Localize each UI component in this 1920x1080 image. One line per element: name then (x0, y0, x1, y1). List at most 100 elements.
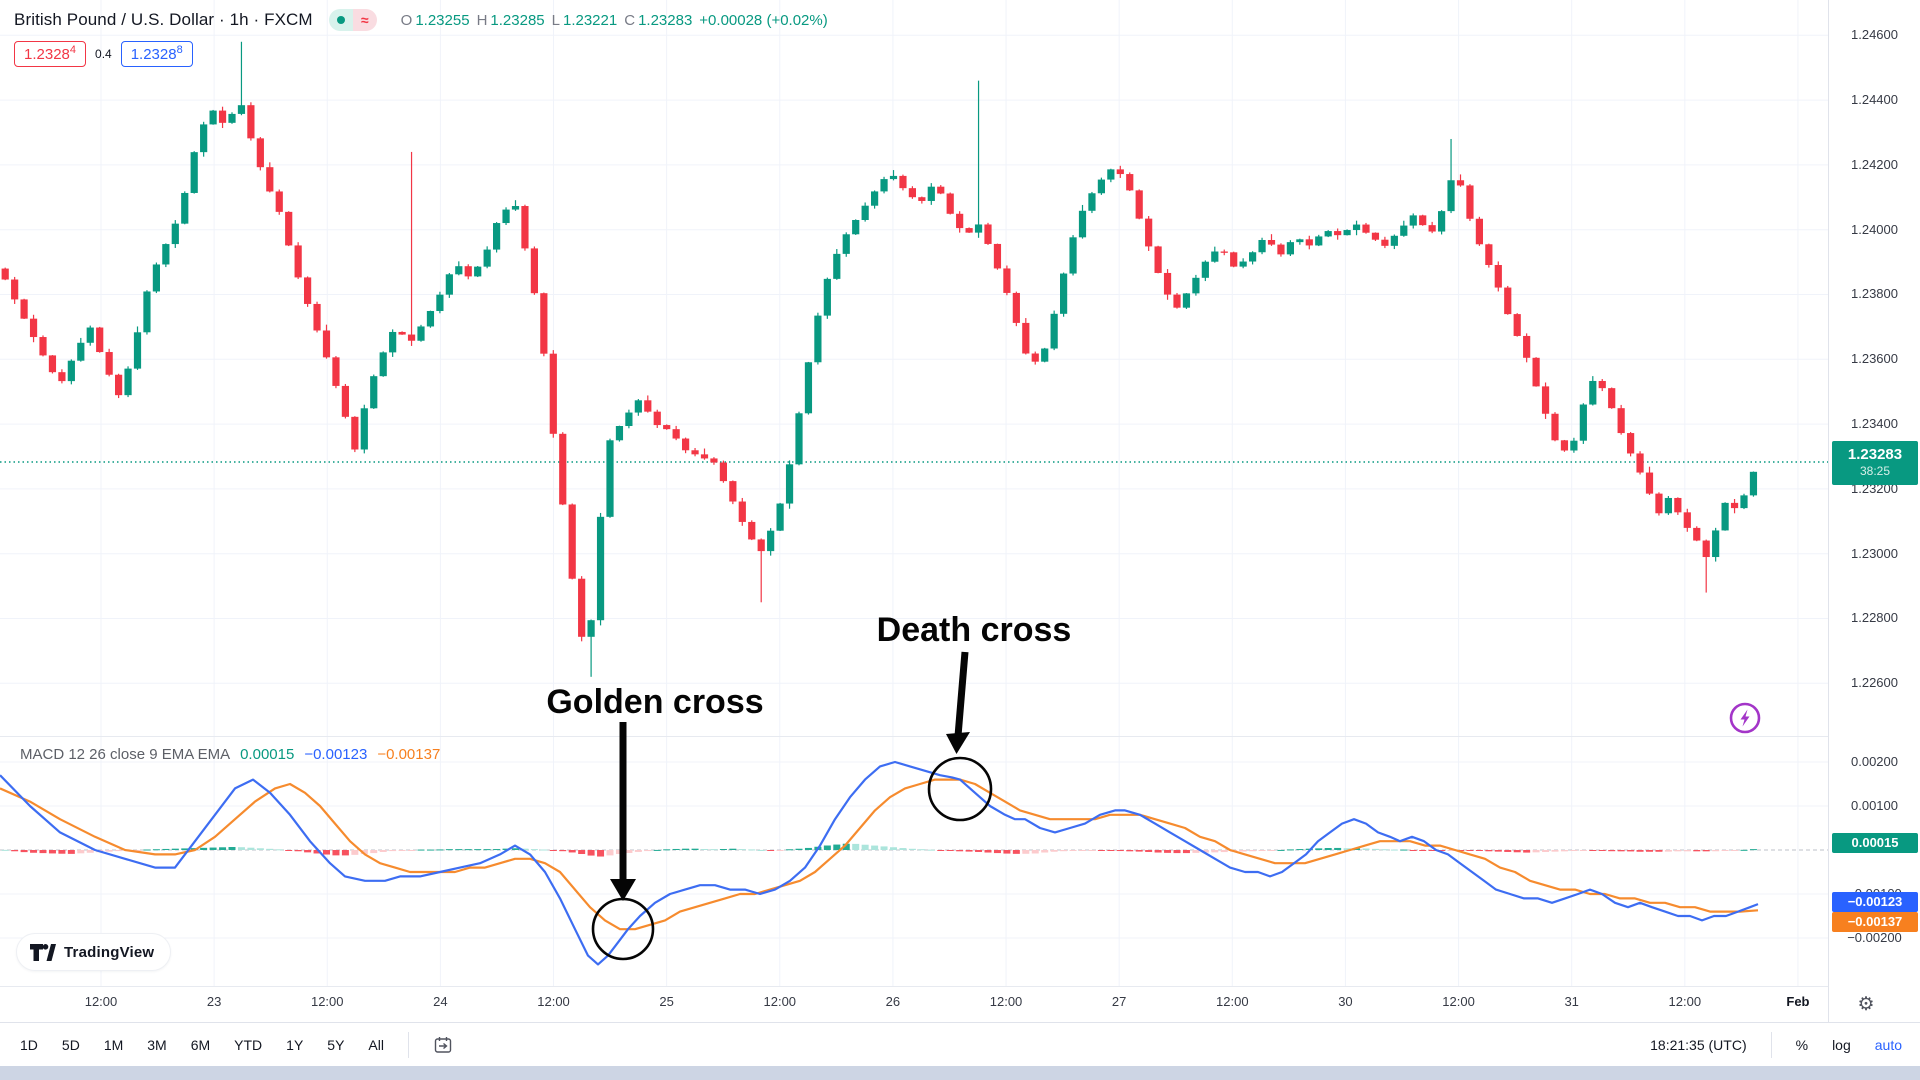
clock-readout[interactable]: 18:21:35 (UTC) (1650, 1036, 1747, 1053)
buy-button[interactable]: 1.23288 (120, 41, 193, 67)
range-button-6m[interactable]: 6M (190, 1036, 211, 1053)
candle (559, 433, 567, 505)
macd-histogram-bar (417, 849, 425, 851)
candle (1, 268, 9, 280)
candle (360, 408, 368, 450)
candle (266, 167, 274, 192)
tradingview-logo[interactable]: TradingView (16, 933, 172, 971)
time-axis[interactable]: 12:00 23 12:00 24 12:00 25 12:00 26 12:00 27 12:00… (0, 986, 1828, 1022)
range-button-1d[interactable]: 1D (20, 1036, 38, 1053)
range-button-ytd[interactable]: YTD (234, 1036, 263, 1053)
candle (1400, 225, 1408, 236)
candle-wick (1450, 138, 1452, 214)
market-status-pill[interactable]: ≈ (328, 9, 377, 31)
candle (143, 291, 151, 333)
candle (937, 186, 945, 194)
macd-histogram-bar (228, 847, 236, 850)
macd-histogram-bar (965, 850, 973, 852)
candle (578, 578, 586, 637)
macd-histogram-bar (1551, 850, 1559, 852)
macd-histogram-bar (39, 850, 47, 854)
log-scale-button[interactable]: log (1832, 1036, 1851, 1053)
macd-histogram-bar (1334, 847, 1342, 850)
lightning-icon[interactable] (1727, 700, 1763, 736)
candle (1050, 313, 1058, 349)
auto-scale-button[interactable]: auto (1874, 1036, 1902, 1053)
candle (596, 516, 605, 621)
candle (1466, 185, 1474, 219)
price-axis-label: 1.24600 (1851, 27, 1898, 43)
candle (133, 332, 142, 369)
macd-signal-line (0, 778, 1759, 931)
time-axis-label: 27 (1111, 994, 1127, 1009)
macd-histogram-bar (341, 850, 349, 856)
bar-countdown: 38:25 (1859, 464, 1891, 478)
macd-histogram-bar (1608, 850, 1616, 852)
price-axis-label: 1.23000 (1851, 545, 1898, 561)
candle (1286, 242, 1294, 255)
horizontal-scrollbar[interactable] (0, 1066, 1920, 1080)
go-to-date-icon[interactable] (433, 1035, 453, 1055)
macd-histogram-bar (587, 850, 595, 856)
range-button-5d[interactable]: 5D (61, 1036, 80, 1053)
sell-button[interactable]: 1.23284 (14, 41, 87, 67)
candle (1674, 497, 1682, 513)
macd-histogram-bar (171, 848, 179, 850)
range-button-5y[interactable]: 5Y (327, 1036, 345, 1053)
candle (502, 209, 510, 224)
macd-histogram-bar (1031, 850, 1039, 854)
range-button-1m[interactable]: 1M (103, 1036, 124, 1053)
range-button-3m[interactable]: 3M (147, 1036, 167, 1053)
tradingview-logo-text: TradingView (64, 943, 155, 961)
price-axis[interactable]: 1.24600 1.24400 1.24200 1.24000 1.23800 1.236… (1828, 0, 1920, 1022)
macd-histogram-bar (1107, 850, 1115, 851)
candle (1560, 440, 1569, 451)
candle (889, 175, 898, 180)
candle (162, 244, 170, 265)
macd-indicator-panel[interactable] (0, 736, 1828, 986)
macd-histogram-bar (1740, 849, 1748, 851)
candle (1541, 386, 1550, 414)
candle (1504, 287, 1512, 315)
macd-line (0, 760, 1759, 966)
macd-histogram-bar (1589, 850, 1597, 851)
gear-icon[interactable]: ⚙ (1857, 994, 1875, 1015)
macd-histogram-bar (1022, 850, 1030, 854)
macd-histogram-bar (1315, 848, 1323, 850)
macd-histogram-bar (266, 848, 274, 850)
macd-title: MACD 12 26 close 9 EMA EMA (20, 746, 231, 763)
macd-histogram-bar (48, 850, 56, 854)
candle-wick (590, 619, 592, 677)
candle (209, 110, 217, 125)
price-chart-panel[interactable] (0, 0, 1828, 736)
macd-legend[interactable]: MACD 12 26 close 9 EMA EMA 0.00015 −0.00… (20, 746, 440, 763)
candle (256, 138, 264, 168)
macd-histogram-bar (1428, 850, 1436, 851)
macd-histogram-bar (540, 849, 548, 851)
toolbar-right: 18:21:35 (UTC) % log auto (1650, 1023, 1902, 1066)
candle (549, 353, 557, 434)
bid-ask-row: 1.23284 0.4 1.23288 (14, 41, 828, 67)
candle (606, 440, 614, 517)
panel-separator[interactable] (0, 736, 1828, 737)
range-button-all[interactable]: All (368, 1036, 384, 1053)
candle (1740, 495, 1748, 509)
symbol-title[interactable]: British Pound / U.S. Dollar · 1h · FXCM (14, 10, 313, 29)
candle (719, 462, 727, 482)
candle (1627, 433, 1635, 454)
macd-histogram-bar (748, 849, 756, 851)
macd-histogram-bar (823, 845, 831, 850)
candle (1636, 453, 1644, 473)
percent-scale-button[interactable]: % (1795, 1036, 1809, 1053)
macd-histogram-bar (219, 847, 227, 850)
time-axis-label: 24 (433, 994, 448, 1009)
candle (1645, 472, 1654, 494)
macd-histogram-bar (786, 849, 794, 851)
current-price-badge: 1.23283 38:25 (1832, 441, 1918, 485)
candle (511, 206, 520, 210)
time-axis-label: 26 (885, 994, 901, 1009)
candle (823, 278, 831, 316)
macd-signal-value: −0.00137 (377, 746, 441, 763)
range-button-1y[interactable]: 1Y (286, 1036, 304, 1053)
macd-histogram-bar (937, 850, 945, 851)
